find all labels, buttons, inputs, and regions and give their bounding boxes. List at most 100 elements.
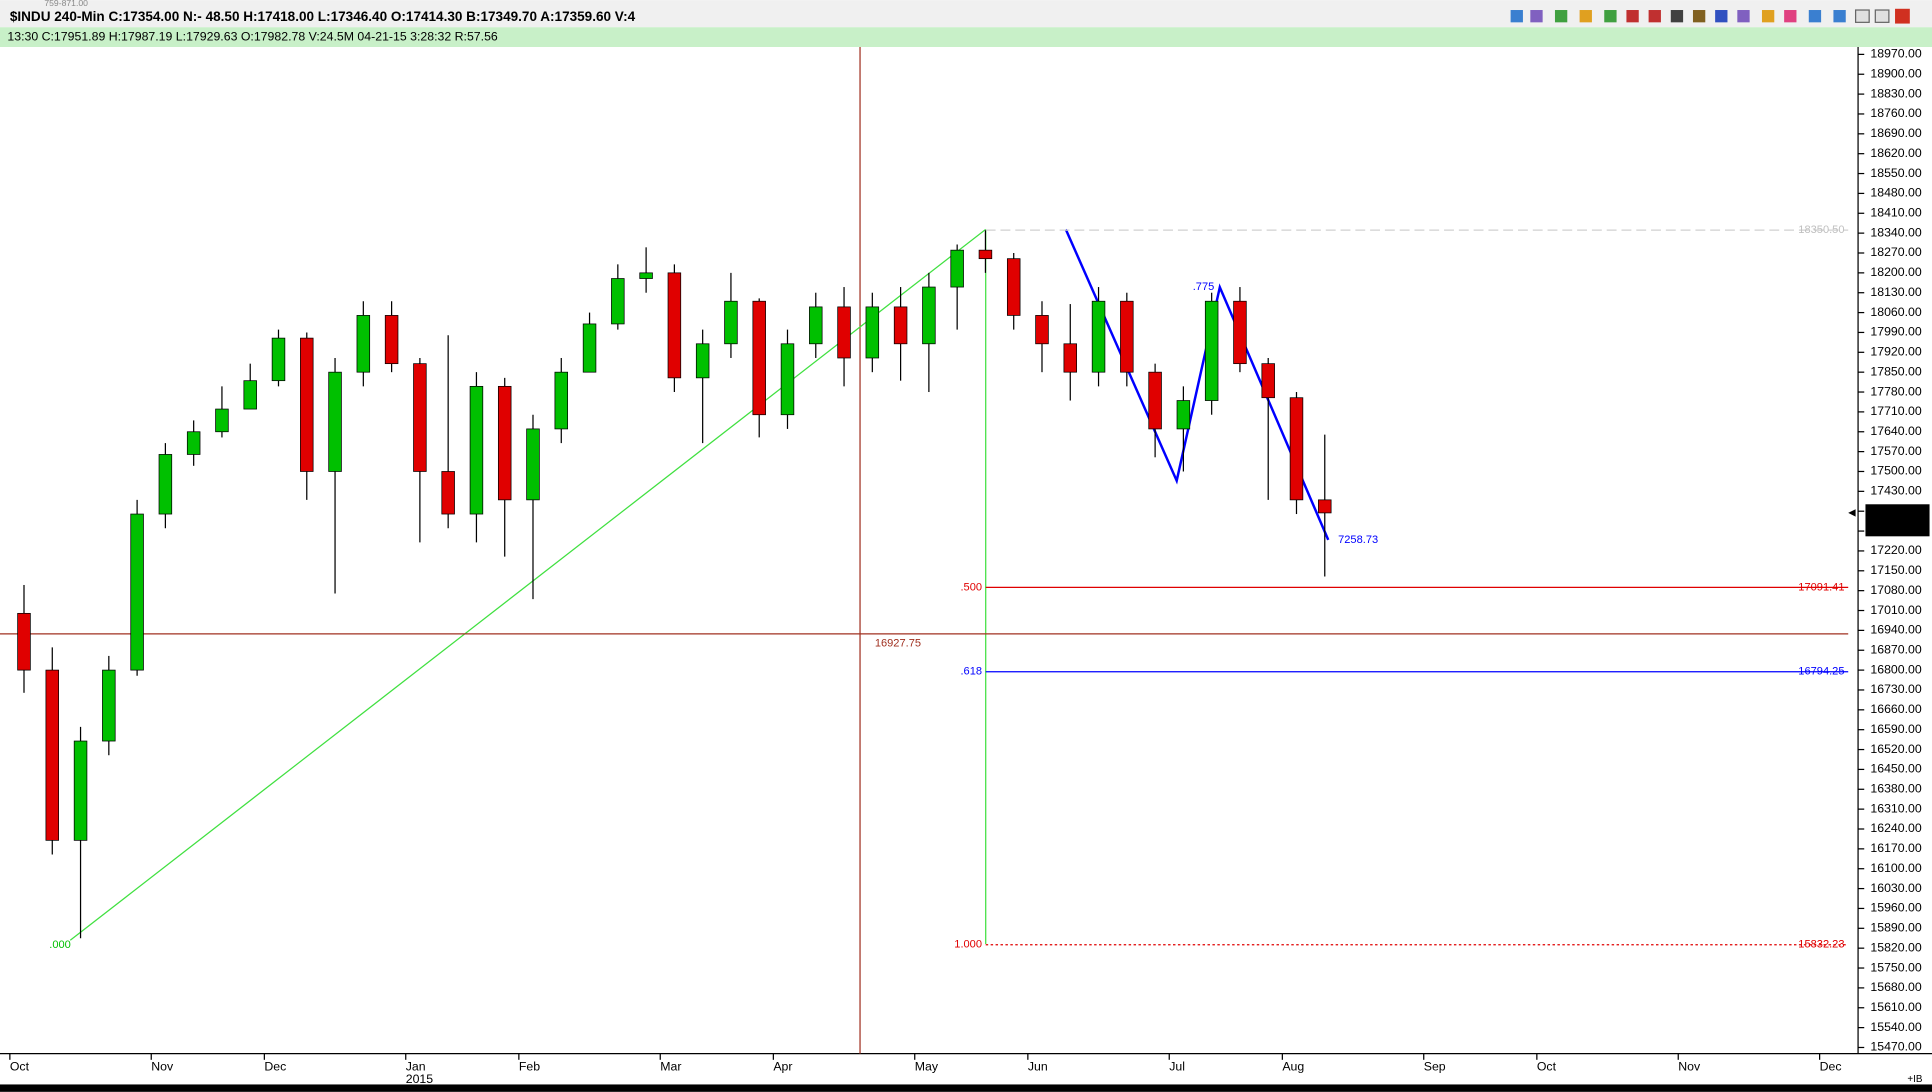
tool-icon[interactable]: [1626, 10, 1639, 23]
last-price: 17354.00: [1870, 505, 1922, 519]
y-tick-label: 17570.00: [1870, 444, 1922, 458]
fib-price: 16794.25: [1798, 666, 1844, 678]
close-button[interactable]: [1895, 8, 1910, 24]
tool-icon[interactable]: [1648, 10, 1661, 23]
candle-body: [73, 740, 88, 841]
candle-body: [1261, 363, 1275, 399]
fib-label: .000: [49, 939, 71, 951]
minimize-button[interactable]: [1854, 9, 1870, 23]
x-tick-label: May: [915, 1059, 939, 1073]
candle-body: [356, 315, 371, 373]
fib-ratio: .618: [960, 666, 982, 678]
y-tick-label: 16170.00: [1870, 841, 1922, 855]
candle-body: [1091, 300, 1106, 373]
swing-label: .775: [1193, 281, 1215, 293]
candle-body: [1006, 258, 1021, 316]
year-label: 2015: [406, 1072, 434, 1086]
y-tick-label: 16870.00: [1870, 642, 1922, 656]
y-tick-label: 17150.00: [1870, 563, 1922, 577]
tool-icon[interactable]: [1554, 10, 1568, 23]
tool-icon[interactable]: [1692, 10, 1706, 23]
y-tick-label: 16450.00: [1870, 762, 1922, 776]
restore-button[interactable]: [1874, 9, 1890, 23]
tool-icon[interactable]: [1604, 10, 1617, 23]
x-tick-label: Oct: [10, 1059, 30, 1073]
y-tick-label: 15470.00: [1870, 1040, 1922, 1054]
tool-icon[interactable]: [1530, 10, 1543, 23]
y-tick-label: 15540.00: [1870, 1020, 1922, 1034]
candle-body: [893, 306, 908, 345]
y-tick-label: 16800.00: [1870, 662, 1922, 676]
candle-body: [1289, 397, 1304, 501]
candle-body: [328, 371, 342, 472]
y-tick-label: 18200.00: [1870, 265, 1922, 279]
y-tick-label: 16030.00: [1870, 881, 1922, 895]
candle-body: [17, 612, 31, 671]
y-tick-label: 18620.00: [1870, 146, 1922, 160]
y-tick-label: 16660.00: [1870, 702, 1922, 716]
x-tick-label: Nov: [1678, 1059, 1701, 1073]
candle-body: [611, 278, 625, 325]
x-tick-label: Feb: [519, 1059, 540, 1073]
candle-body: [243, 380, 257, 410]
tool-icon[interactable]: [1808, 10, 1822, 23]
y-tick-label: 18900.00: [1870, 66, 1922, 80]
x-tick-label: Mar: [660, 1059, 681, 1073]
candle-body: [413, 363, 427, 472]
y-tick-label: 17010.00: [1870, 603, 1922, 617]
candle-body: [724, 300, 738, 345]
tool-icon[interactable]: [1715, 10, 1728, 23]
y-tick-label: 17430.00: [1870, 484, 1922, 498]
y-tick-label: 15960.00: [1870, 901, 1922, 915]
y-tick-label: 18130.00: [1870, 285, 1922, 299]
tool-icon[interactable]: [1670, 10, 1684, 23]
tool-icon[interactable]: [1510, 10, 1523, 23]
y-tick-label: 17080.00: [1870, 583, 1922, 597]
candle-body: [865, 306, 880, 359]
candle-body: [922, 286, 936, 345]
x-tick-label: Dec: [264, 1059, 286, 1073]
candle-body: [1176, 400, 1191, 430]
y-tick-label: 17920.00: [1870, 345, 1922, 359]
fib-price: 15832.23: [1798, 939, 1844, 951]
candle-body: [752, 300, 766, 416]
candle-body: [1204, 300, 1219, 401]
y-tick-label: 15610.00: [1870, 1000, 1922, 1014]
tool-icon[interactable]: [1833, 10, 1846, 23]
candle-body: [554, 371, 569, 430]
y-tick-label: 17500.00: [1870, 464, 1922, 478]
x-tick-label: Jul: [1169, 1059, 1185, 1073]
tool-icon[interactable]: [1784, 10, 1797, 23]
tool-icon[interactable]: [1737, 10, 1750, 23]
x-tick-label: Aug: [1282, 1059, 1304, 1073]
crosshair-label: 16927.75: [875, 638, 921, 650]
y-tick-label: 17990.00: [1870, 325, 1922, 339]
candle-body: [102, 669, 116, 742]
candle-body: [1120, 300, 1134, 373]
symbol-quote: $INDU 240-Min C:17354.00 N:- 48.50 H:174…: [10, 9, 636, 24]
plot: 15470.00 15540.00 15610.00 15680.00 15750.00…: [0, 47, 1930, 1086]
candle-body: [497, 385, 512, 501]
candle-body: [469, 385, 484, 515]
y-tick-label: 18760.00: [1870, 106, 1922, 120]
candle-body: [1063, 343, 1078, 373]
y-tick-label: 18970.00: [1870, 47, 1922, 61]
tool-icon[interactable]: [1761, 10, 1775, 23]
tool-icon[interactable]: [1579, 10, 1592, 23]
header-small: 759-871.00: [44, 0, 88, 8]
candle-body: [215, 408, 229, 433]
candle-body: [130, 513, 144, 671]
x-tick-label: Dec: [1820, 1059, 1842, 1073]
toolbar: [1510, 8, 1910, 24]
y-tick-label: 16310.00: [1870, 801, 1922, 815]
x-tick-label: Nov: [151, 1059, 174, 1073]
candle-body: [950, 249, 964, 288]
candle-body: [300, 337, 314, 472]
fib-price: 17091.41: [1798, 581, 1844, 593]
x-tick-label: Jun: [1028, 1059, 1048, 1073]
trendline: [69, 228, 987, 941]
fib-ratio: 1.000: [954, 939, 982, 951]
candle-body: [780, 343, 795, 416]
